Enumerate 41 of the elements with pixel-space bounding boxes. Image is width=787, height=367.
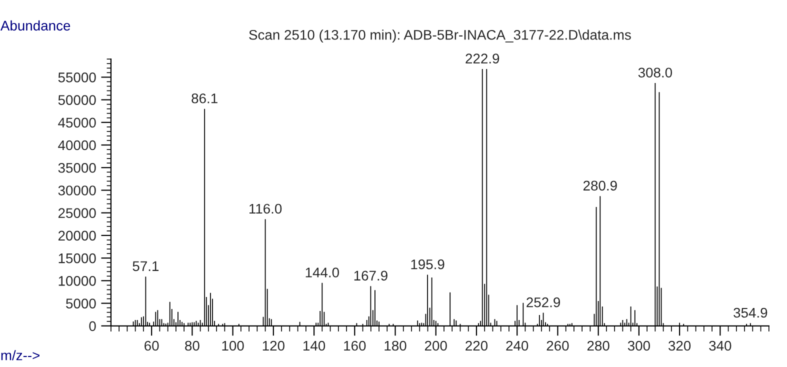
y-tick-label: 10000 xyxy=(58,276,96,286)
x-tick-label: 140 xyxy=(304,340,326,351)
annotation: 57.1 xyxy=(132,261,159,272)
x-tick-label: 260 xyxy=(546,340,569,351)
chart-title: Scan 2510 (13.170 min): ADB-5Br-INACA_3177-22.D\data.ms xyxy=(249,30,631,43)
y-tick-label: 15000 xyxy=(58,253,96,264)
annotation: 116.0 xyxy=(249,204,282,214)
annotation: 354.9 xyxy=(734,308,768,318)
annotation: 86.1 xyxy=(192,93,218,104)
y-tick-label: 35000 xyxy=(58,162,96,173)
y-tick-label: 30000 xyxy=(58,186,96,196)
y-tick-label: 20000 xyxy=(58,230,96,241)
x-tick-label: 60 xyxy=(144,340,159,351)
y-tick-label: 25000 xyxy=(58,208,96,218)
x-tick-label: 180 xyxy=(384,340,406,351)
y-tick-label: 40000 xyxy=(58,140,96,150)
x-tick-label: 320 xyxy=(668,340,691,351)
annotation: 195.9 xyxy=(411,259,444,270)
x-tick-label: 300 xyxy=(628,340,650,351)
x-tick-label: 340 xyxy=(709,340,732,351)
x-tick-label: 240 xyxy=(506,340,528,351)
y-tick-label: 5000 xyxy=(66,298,96,308)
annotation: 222.9 xyxy=(466,54,500,64)
annotation: 167.9 xyxy=(354,270,388,281)
y-axis-title: Abundance xyxy=(0,20,70,31)
x-tick-label: 160 xyxy=(344,340,366,351)
x-tick-label: 120 xyxy=(262,340,284,351)
y-tick-label: 0 xyxy=(89,321,96,332)
x-tick-label: 280 xyxy=(587,340,610,351)
y-tick-label: 55000 xyxy=(58,72,96,82)
annotation: 280.9 xyxy=(583,180,617,191)
annotation: 252.9 xyxy=(526,297,560,308)
x-axis-title: m/z--> xyxy=(1,350,40,360)
x-tick-label: 100 xyxy=(222,340,244,351)
x-tick-label: 220 xyxy=(466,340,488,351)
x-tick-label: 80 xyxy=(185,340,200,351)
x-tick-label: 200 xyxy=(424,340,447,351)
y-tick-label: 50000 xyxy=(58,95,96,105)
annotation: 308.0 xyxy=(638,68,672,78)
annotation: 144.0 xyxy=(306,268,339,278)
y-tick-label: 45000 xyxy=(58,118,96,128)
